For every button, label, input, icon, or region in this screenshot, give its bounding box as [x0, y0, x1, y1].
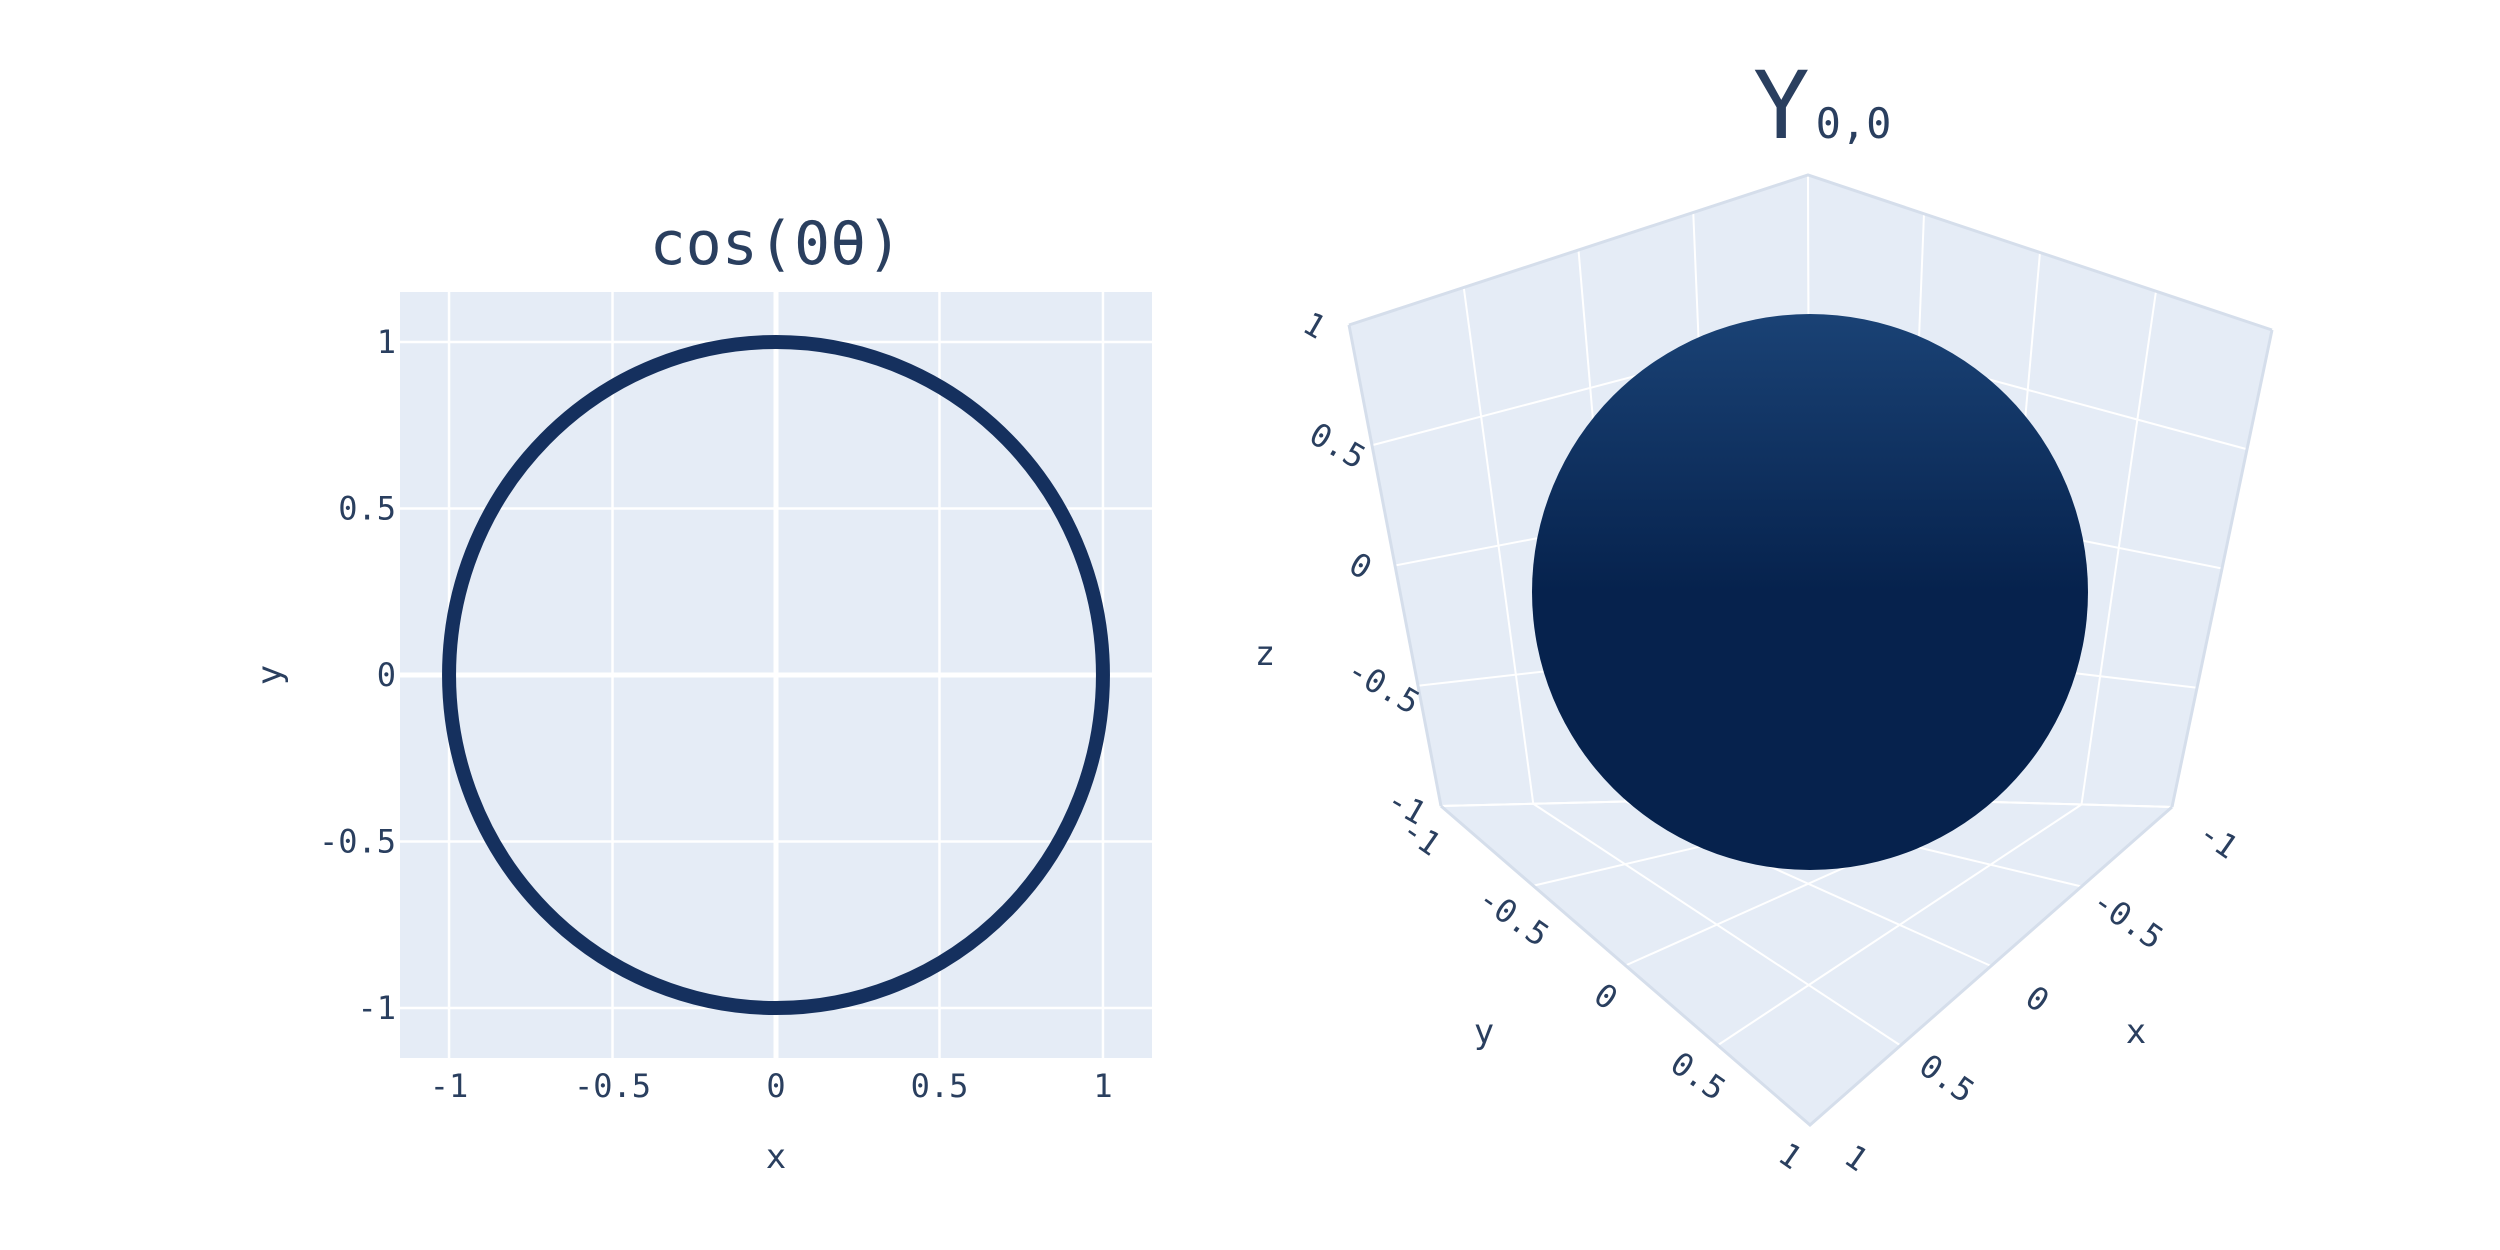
tick-label-3d: 1: [1772, 1135, 1810, 1177]
x-tick-label: 0.5: [911, 1067, 969, 1105]
tick-label-3d: 1: [1297, 304, 1333, 347]
x-tick-label: 1: [1093, 1067, 1112, 1105]
tick-label-3d: -1: [2192, 813, 2245, 866]
plot-2d-xlabel: x: [766, 1137, 786, 1177]
grid-line-3d: [2080, 291, 2157, 805]
y-tick-label: 0: [377, 656, 396, 694]
tick-label-3d: 0.5: [1303, 415, 1372, 477]
plot-3d-title-main: Y: [1753, 52, 1810, 161]
grid-line-3d: [1717, 803, 2083, 1047]
sphere-surface: [1532, 314, 2088, 870]
plot-3d-top-edge: [1348, 173, 2273, 332]
plot-2d-title: cos(0θ): [650, 209, 903, 279]
tick-label-3d: 0.5: [1912, 1046, 1981, 1110]
plot-2d-ylabel: y: [250, 665, 290, 685]
y-tick-label: -1: [357, 989, 396, 1027]
plot-3d-title: Y 0,0: [1753, 52, 1891, 161]
tick-label-3d: -0.5: [2085, 882, 2170, 957]
x-tick-label: -1: [430, 1067, 469, 1105]
tick-label-3d: 0.5: [1663, 1044, 1732, 1108]
plot-3d-zlabel: z: [1255, 634, 1275, 674]
y-tick-label: -0.5: [319, 823, 396, 861]
plot-2d-ticks: -1 -0.5 0 0.5 1 1 0.5 0 -0.5 -1: [319, 323, 1113, 1105]
tick-label-3d: 0: [1587, 975, 1625, 1017]
y-tick-label: 0.5: [338, 489, 396, 527]
series-circle: [442, 334, 1110, 1016]
plot-3d-z-edge: [1347, 324, 1443, 807]
y-tick-label: 1: [377, 323, 396, 361]
plot-3d-floor-edge: [1440, 804, 2173, 1127]
grid-line-3d: [1532, 802, 1902, 1047]
grid-line-3d: [1462, 287, 1535, 804]
plot-3d-ylabel: y: [1474, 1012, 1494, 1052]
plot-3d-right-edge: [2170, 329, 2274, 808]
plot-3d-xlabel: x: [2126, 1012, 2146, 1052]
plot-2d: -1 -0.5 0 0.5 1 1 0.5 0 -0.5 -1 cos(0θ) x y: [250, 209, 1152, 1177]
tick-label-3d: 1: [1838, 1137, 1876, 1179]
tick-label-3d: 0: [1343, 545, 1379, 588]
x-tick-label: 0: [766, 1067, 785, 1105]
x-tick-label: -0.5: [574, 1067, 651, 1105]
plot-3d-title-subscript: 0,0: [1816, 99, 1892, 148]
plot-2d-marks: [442, 334, 1110, 1016]
tick-label-3d: 0: [2019, 978, 2057, 1020]
